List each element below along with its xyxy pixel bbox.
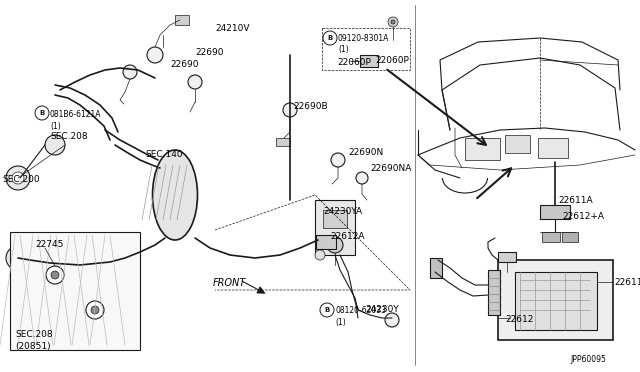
Bar xyxy=(540,205,570,219)
Circle shape xyxy=(86,301,104,319)
Circle shape xyxy=(91,306,99,314)
Text: 22745: 22745 xyxy=(35,240,63,249)
Circle shape xyxy=(391,20,395,24)
Text: 24230Y: 24230Y xyxy=(365,305,399,314)
Bar xyxy=(276,138,290,146)
Bar xyxy=(498,260,613,340)
Text: 09120-8301A: 09120-8301A xyxy=(338,34,389,43)
Circle shape xyxy=(6,246,30,270)
Circle shape xyxy=(46,266,64,284)
Text: (1): (1) xyxy=(338,45,349,54)
Bar xyxy=(430,258,442,278)
Text: B: B xyxy=(328,35,333,41)
Circle shape xyxy=(12,172,24,184)
Text: 22690: 22690 xyxy=(170,60,198,69)
Text: 22612+A: 22612+A xyxy=(562,212,604,221)
Text: 08120-62033: 08120-62033 xyxy=(335,306,386,315)
Circle shape xyxy=(331,153,345,167)
Text: FRONT: FRONT xyxy=(213,278,246,288)
Bar xyxy=(562,232,578,242)
Text: 22612A: 22612A xyxy=(330,232,365,241)
Bar xyxy=(538,138,568,158)
Text: 24210V: 24210V xyxy=(215,24,250,33)
Text: 22612: 22612 xyxy=(505,315,533,324)
Text: B: B xyxy=(324,307,330,313)
Circle shape xyxy=(385,313,399,327)
Bar xyxy=(488,270,500,315)
Bar xyxy=(322,28,410,70)
Circle shape xyxy=(283,103,297,117)
Text: (20851): (20851) xyxy=(15,342,51,351)
Bar xyxy=(360,55,378,67)
Circle shape xyxy=(388,17,398,27)
Text: 24230YA: 24230YA xyxy=(323,207,362,216)
Circle shape xyxy=(51,271,59,279)
Text: 22690N: 22690N xyxy=(348,148,383,157)
Bar xyxy=(498,252,516,262)
Text: 22690: 22690 xyxy=(195,48,223,57)
Text: 22611: 22611 xyxy=(614,278,640,287)
Bar xyxy=(323,210,347,228)
Bar xyxy=(316,235,336,249)
Text: SEC.200: SEC.200 xyxy=(2,175,40,184)
Circle shape xyxy=(123,65,137,79)
Circle shape xyxy=(147,47,163,63)
Circle shape xyxy=(315,250,325,260)
Circle shape xyxy=(356,172,368,184)
Text: B: B xyxy=(40,110,45,116)
Text: (1): (1) xyxy=(50,122,61,131)
Bar xyxy=(10,232,140,350)
Text: SEC.208: SEC.208 xyxy=(50,132,88,141)
Ellipse shape xyxy=(152,150,198,240)
Circle shape xyxy=(6,166,30,190)
Bar xyxy=(315,200,355,255)
Circle shape xyxy=(327,237,343,253)
Text: 22060P: 22060P xyxy=(337,58,371,67)
Bar xyxy=(505,135,530,153)
Text: JPP60095: JPP60095 xyxy=(570,355,606,364)
Circle shape xyxy=(13,253,23,263)
Text: 22060P: 22060P xyxy=(375,56,409,65)
Text: (1): (1) xyxy=(335,318,346,327)
Bar xyxy=(542,232,560,242)
Text: SEC.208: SEC.208 xyxy=(15,330,52,339)
Bar xyxy=(465,138,500,160)
Bar xyxy=(515,272,597,330)
Text: 22611A: 22611A xyxy=(558,196,593,205)
Text: SEC.140: SEC.140 xyxy=(145,150,182,159)
Circle shape xyxy=(45,135,65,155)
Circle shape xyxy=(188,75,202,89)
Text: 22690B: 22690B xyxy=(293,102,328,111)
Text: 081B6-6121A: 081B6-6121A xyxy=(50,110,102,119)
Text: 22690NA: 22690NA xyxy=(370,164,412,173)
Bar xyxy=(175,15,189,25)
